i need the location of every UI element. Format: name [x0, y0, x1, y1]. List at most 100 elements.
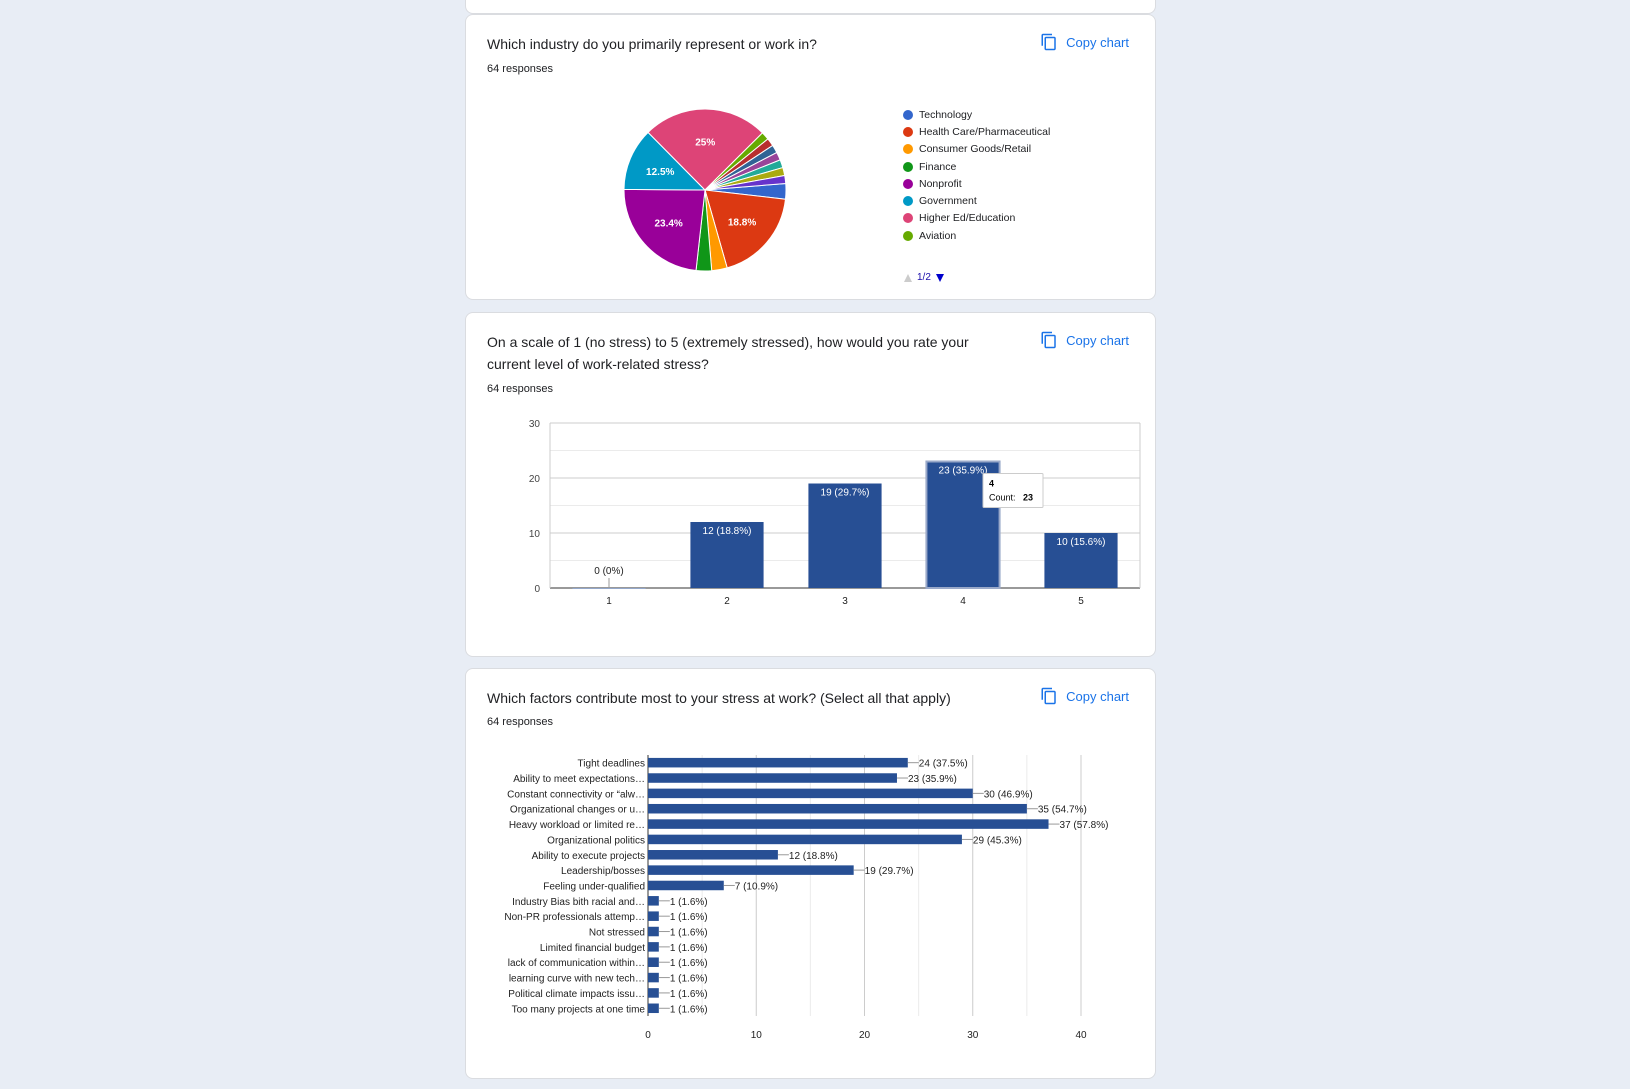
bar[interactable]	[648, 972, 659, 983]
x-tick-label: 30	[967, 1030, 979, 1041]
bar[interactable]	[648, 880, 724, 891]
y-tick-label: 20	[529, 474, 541, 485]
copy-chart-button[interactable]: Copy chart	[1040, 331, 1129, 349]
bar-data-label: 35 (54.7%)	[1038, 805, 1087, 816]
pie-slice[interactable]	[704, 189, 787, 269]
bar[interactable]	[808, 483, 882, 589]
category-label: Organizational politics	[547, 835, 645, 846]
bar[interactable]	[648, 896, 659, 906]
copy-icon	[1041, 331, 1056, 349]
legend-swatch	[903, 213, 913, 224]
pie-slice-label: 18.8%	[728, 217, 756, 228]
category-label: Leadership/bosses	[561, 866, 645, 877]
bar[interactable]	[648, 834, 962, 845]
bar[interactable]	[648, 865, 854, 875]
legend-swatch	[903, 196, 913, 207]
pager-up-icon[interactable]	[903, 273, 913, 283]
bar[interactable]	[648, 803, 1027, 814]
pie-slice-label: 23.4%	[654, 218, 682, 229]
pager-down-icon[interactable]	[935, 273, 945, 283]
legend-pager: 1/2	[903, 272, 945, 283]
legend-label: Finance	[919, 160, 957, 173]
copy-icon	[1041, 687, 1056, 705]
legend-label: Technology	[919, 108, 973, 121]
stress-level-bar-chart: 0 10 20 30 0 (0%) 1 12 (18.8%) 2 19 (29.7%) 3 23 (…	[529, 419, 1141, 607]
legend-item[interactable]: Aviation	[903, 227, 1050, 244]
response-count: 64 responses	[487, 383, 554, 395]
legend-item[interactable]: Government	[903, 192, 1050, 209]
legend-item[interactable]: Nonprofit	[903, 175, 1050, 192]
x-tick-label: 10	[751, 1030, 763, 1041]
pie-slice[interactable]	[647, 108, 764, 191]
category-label: Ability to execute projects	[532, 851, 645, 862]
pie-slice[interactable]	[704, 174, 787, 191]
stress-factors-bar-chart: 0 10 20 30 40 Tight deadlines 24 (37.5%) Abilit…	[504, 755, 1108, 1041]
stress-factors-question-card: Which factors contribute most to your st…	[465, 668, 1156, 1079]
bar-data-label: 0 (0%)	[594, 566, 623, 577]
bar-data-label: 19 (29.7%)	[865, 866, 914, 877]
bar[interactable]	[648, 757, 908, 768]
bar[interactable]	[572, 588, 646, 589]
copy-icon	[1041, 33, 1056, 51]
bar[interactable]	[648, 942, 659, 952]
x-tick-label: 0	[645, 1030, 651, 1041]
previous-card	[465, 0, 1156, 14]
legend-label: Health Care/Pharmaceutical	[919, 125, 1051, 138]
pie-slice[interactable]	[623, 188, 706, 272]
bar[interactable]	[648, 957, 659, 967]
legend-swatch	[903, 144, 913, 155]
copy-chart-button[interactable]: Copy chart	[1040, 33, 1129, 51]
bar[interactable]	[1044, 533, 1118, 588]
pie-legend: Technology Health Care/Pharmaceutical Cons…	[903, 106, 1050, 244]
bar[interactable]	[648, 926, 659, 937]
bar-data-label: 1 (1.6%)	[670, 912, 708, 923]
category-label: Heavy workload or limited re…	[509, 820, 645, 831]
bar[interactable]	[648, 911, 659, 921]
category-label: lack of communication within…	[508, 958, 645, 969]
x-tick-label: 1	[606, 596, 612, 607]
x-tick-label: 2	[724, 596, 730, 607]
legend-label: Higher Ed/Education	[919, 212, 1016, 225]
category-label: Limited financial budget	[540, 943, 645, 954]
tooltip-count-value: 23	[1023, 493, 1033, 503]
category-label: Tight deadlines	[578, 759, 645, 770]
legend-swatch	[903, 109, 913, 120]
bar[interactable]	[648, 988, 659, 998]
y-tick-label: 30	[529, 419, 541, 430]
category-label: Political climate impacts issu…	[508, 989, 645, 1000]
legend-item[interactable]: Technology	[903, 106, 1050, 123]
bar[interactable]	[648, 773, 897, 783]
bar-data-label: 23 (35.9%)	[908, 774, 957, 785]
tooltip-category: 4	[989, 479, 994, 489]
bar-tooltip: 4 Count: 23	[982, 473, 1044, 508]
bar-data-label: 1 (1.6%)	[670, 974, 708, 985]
response-count: 64 responses	[487, 63, 554, 75]
legend-item[interactable]: Finance	[903, 158, 1050, 175]
x-tick-label: 4	[960, 596, 966, 607]
category-label: Feeling under-qualified	[543, 881, 645, 892]
copy-chart-button[interactable]: Copy chart	[1040, 687, 1129, 705]
stress-level-question-card: On a scale of 1 (no stress) to 5 (extrem…	[465, 312, 1156, 657]
copy-chart-label: Copy chart	[1066, 34, 1129, 50]
legend-label: Government	[919, 195, 977, 208]
legend-item[interactable]: Consumer Goods/Retail	[903, 141, 1050, 158]
pie-slice[interactable]	[623, 131, 707, 191]
bar-data-label: 7 (10.9%)	[735, 881, 778, 892]
category-label: Industry Bias bith racial and…	[512, 897, 645, 908]
bar[interactable]	[648, 1003, 659, 1014]
legend-item[interactable]: Health Care/Pharmaceutical	[903, 123, 1050, 140]
bar[interactable]	[690, 522, 764, 588]
bar-data-label: 1 (1.6%)	[670, 1004, 708, 1015]
bar-data-label: 1 (1.6%)	[670, 928, 708, 939]
response-count: 64 responses	[487, 716, 554, 728]
question-title-line-2: current level of work-related stress?	[487, 356, 709, 372]
industry-question-card: Which industry do you primarily represen…	[465, 14, 1156, 300]
bar[interactable]	[648, 788, 973, 799]
bar-data-label: 1 (1.6%)	[670, 897, 708, 908]
legend-item[interactable]: Higher Ed/Education	[903, 210, 1050, 227]
bar[interactable]	[648, 819, 1049, 829]
bar[interactable]	[648, 850, 778, 860]
bar-data-label: 30 (46.9%)	[984, 789, 1033, 800]
bar-data-label: 29 (45.3%)	[973, 835, 1022, 846]
x-tick-label: 5	[1078, 596, 1084, 607]
